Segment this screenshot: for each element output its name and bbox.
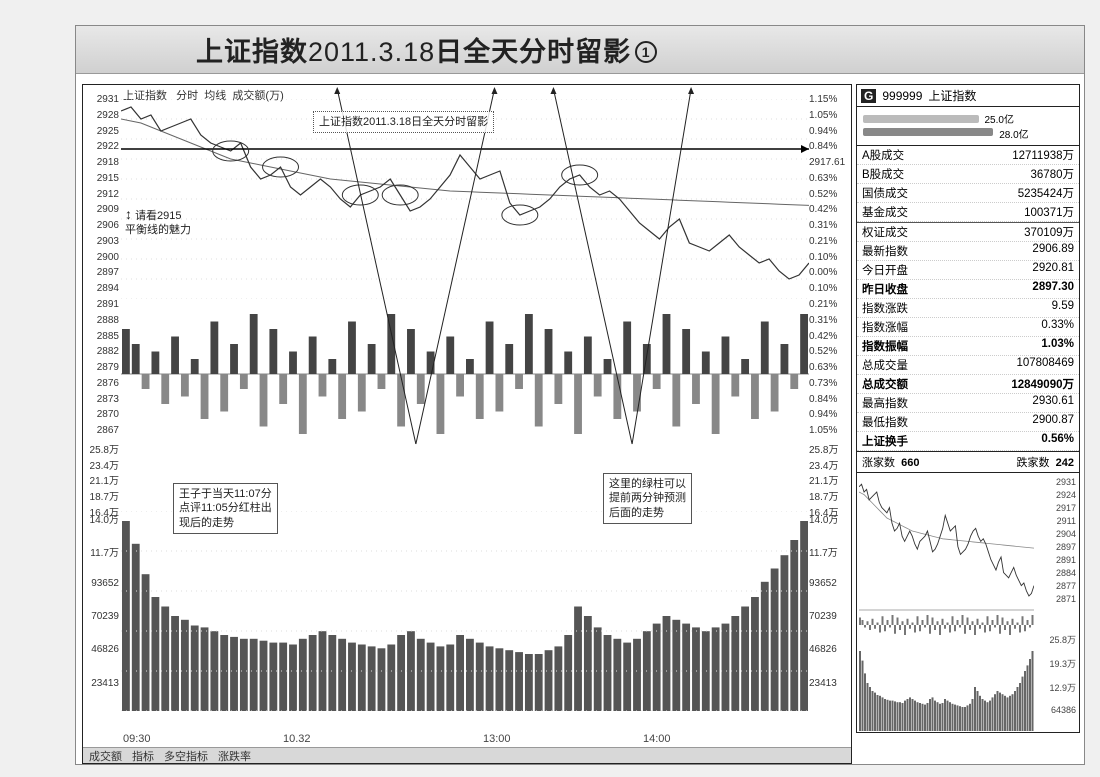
side-row: 最高指数2930.61	[857, 394, 1079, 413]
page-header: 上证指数2011.3.18日全天分时留影1	[76, 26, 1084, 74]
volume-chart	[121, 511, 809, 711]
side-row: 指数涨跌9.59	[857, 299, 1079, 318]
chart-area[interactable]: 上证指数 分时 均线 成交额(万) 2931292829252922291829…	[82, 84, 852, 764]
oscillator-chart	[121, 299, 809, 449]
mini-chart: 2931292429172911290428972891288428772871…	[856, 473, 1080, 733]
tab-bb[interactable]: 多空指标	[164, 748, 208, 764]
balance-annotation: ↕ 请看2915 平衡线的魅力	[125, 205, 191, 238]
time-label: 10.32	[283, 733, 311, 745]
side-row: 基金成交100371万	[857, 203, 1079, 222]
right-annotation: 这里的绿柱可以 提前两分钟预测 后面的走势	[603, 473, 692, 524]
dn-label: 跌家数	[1017, 457, 1050, 469]
side-row: 昨日收盘2897.30	[857, 280, 1079, 299]
left-annotation: 王子于当天11:07分 点评11:05分红柱出 现后的走势	[173, 483, 278, 534]
bar-label: 25.0亿	[985, 111, 1014, 126]
side-row: 今日开盘2920.81	[857, 261, 1079, 280]
side-row: B股成交36780万	[857, 165, 1079, 184]
up-down-row: 涨家数 660 跌家数 242	[856, 452, 1080, 473]
title-badge: 1	[635, 41, 657, 63]
side-panel: G 999999 上证指数 25.0亿 28.0亿 A股成交12711938万B…	[856, 84, 1080, 764]
side-row: 最低指数2900.87	[857, 413, 1079, 432]
up-count: 660	[901, 457, 919, 469]
side-row: 上证换手0.56%	[857, 432, 1079, 451]
tab-vol[interactable]: 成交额	[89, 748, 122, 764]
title-suffix: 日全天分时留影	[435, 37, 631, 67]
chart-title-box: 上证指数2011.3.18日全天分时留影	[313, 111, 494, 133]
dn-count: 242	[1056, 457, 1074, 469]
side-row: 指数涨幅0.33%	[857, 318, 1079, 337]
page-title: 上证指数2011.3.18日全天分时留影1	[196, 30, 657, 69]
side-row: 权证成交370109万	[857, 222, 1079, 242]
time-label: 13:00	[483, 733, 511, 745]
page-body: 上证指数 分时 均线 成交额(万) 2931292829252922291829…	[76, 74, 1084, 764]
side-bars: 25.0亿 28.0亿	[856, 107, 1080, 146]
bottom-tabs: 成交额 指标 多空指标 涨跌率	[83, 747, 851, 763]
side-row: 总成交量107808469	[857, 356, 1079, 375]
time-label: 09:30	[123, 733, 151, 745]
side-row: 指数振幅1.03%	[857, 337, 1079, 356]
time-label: 14:00	[643, 733, 671, 745]
g-icon: G	[861, 89, 876, 103]
side-row: A股成交12711938万	[857, 146, 1079, 165]
up-label: 涨家数	[862, 457, 895, 469]
side-row: 国债成交5235424万	[857, 184, 1079, 203]
side-row: 最新指数2906.89	[857, 242, 1079, 261]
page: 上证指数2011.3.18日全天分时留影1 上证指数 分时 均线 成交额(万) …	[75, 25, 1085, 765]
stock-code: 999999	[882, 89, 922, 103]
side-row: 总成交额12849090万	[857, 375, 1079, 394]
side-header: G 999999 上证指数	[856, 84, 1080, 107]
stock-name: 上证指数	[928, 87, 976, 104]
tab-ud[interactable]: 涨跌率	[218, 748, 251, 764]
tab-ind[interactable]: 指标	[132, 748, 154, 764]
bar-label: 28.0亿	[999, 126, 1028, 141]
title-date: 2011.3.18	[308, 37, 435, 67]
title-prefix: 上证指数	[196, 37, 308, 67]
side-table: A股成交12711938万B股成交36780万国债成交5235424万基金成交1…	[856, 146, 1080, 452]
